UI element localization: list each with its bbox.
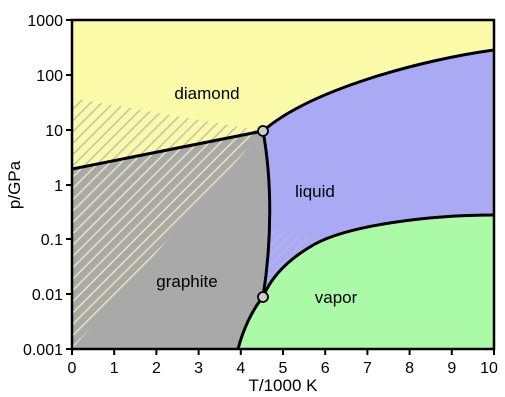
x-tick-label: 2: [152, 360, 161, 377]
hatch-diamond-metastable: [72, 131, 263, 349]
x-tick-label: 4: [236, 360, 245, 377]
boundary-graphite-diamond: [72, 129, 264, 171]
x-tick-label: 3: [194, 360, 203, 377]
axis-ticks: [66, 19, 495, 355]
y-tick-label: 100: [36, 68, 63, 85]
x-tick-label: 8: [405, 360, 414, 377]
y-tick-label: 0.1: [41, 232, 63, 249]
label-vapor: vapor: [315, 288, 358, 307]
x-axis-label: T/1000 K: [249, 376, 319, 395]
x-tick-labels: 0 1 2 3 4 5 6 7 8 9 10: [68, 360, 498, 377]
boundary-graphite-liquid: [261, 130, 272, 298]
hatch-liquid-metastable: [270, 226, 318, 276]
y-tick-label: 1: [54, 178, 63, 195]
triple-point-graphite-diamond-liquid: [257, 125, 269, 137]
y-tick-labels: 1000 100 10 1 0.1 0.01 0.001: [23, 13, 63, 359]
x-tick-label: 5: [279, 360, 288, 377]
boundary-liquid-vapor: [261, 213, 494, 298]
boundary-diamond-liquid: [262, 48, 494, 133]
hatch-graphite-metastable: [72, 98, 263, 169]
region-vapor: [238, 215, 494, 349]
x-tick-label: 7: [363, 360, 372, 377]
x-tick-label: 10: [480, 360, 498, 377]
region-liquid: [263, 50, 494, 297]
x-tick-label: 0: [68, 360, 77, 377]
x-tick-label: 6: [321, 360, 330, 377]
x-tick-label: 9: [447, 360, 456, 377]
label-liquid: liquid: [295, 182, 335, 201]
x-tick-label: 1: [110, 360, 119, 377]
y-axis-label: p/GPa: [5, 160, 24, 209]
y-tick-label: 0.001: [23, 342, 63, 359]
y-tick-label: 1000: [27, 13, 63, 30]
label-graphite: graphite: [156, 272, 217, 291]
label-diamond: diamond: [174, 84, 239, 103]
y-tick-label: 0.01: [32, 287, 63, 304]
triple-point-graphite-liquid-vapor: [257, 291, 269, 303]
y-tick-label: 10: [45, 123, 63, 140]
